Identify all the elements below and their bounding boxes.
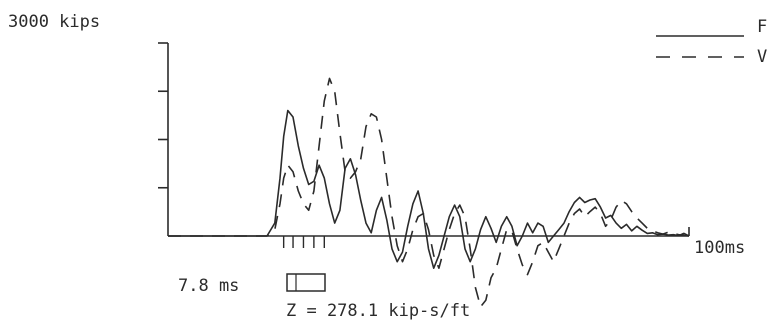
y-axis-ticks [158, 42, 168, 189]
series-line-f [168, 109, 690, 270]
impedance-label: Z = 278.1 kip-s/ft [286, 301, 470, 321]
legend: F V [656, 17, 767, 67]
x-axis-end-label: 100ms [694, 238, 745, 258]
x-axis-marker-ticks [282, 236, 325, 248]
legend-label-v: V [757, 47, 767, 67]
marker-time-label: 7.8 ms [178, 276, 239, 296]
marker-box [286, 273, 326, 292]
series-layer [168, 77, 690, 308]
series-line-v [168, 77, 690, 308]
legend-label-f: F [757, 17, 767, 37]
y-axis-top-label: 3000 kips [8, 12, 100, 32]
